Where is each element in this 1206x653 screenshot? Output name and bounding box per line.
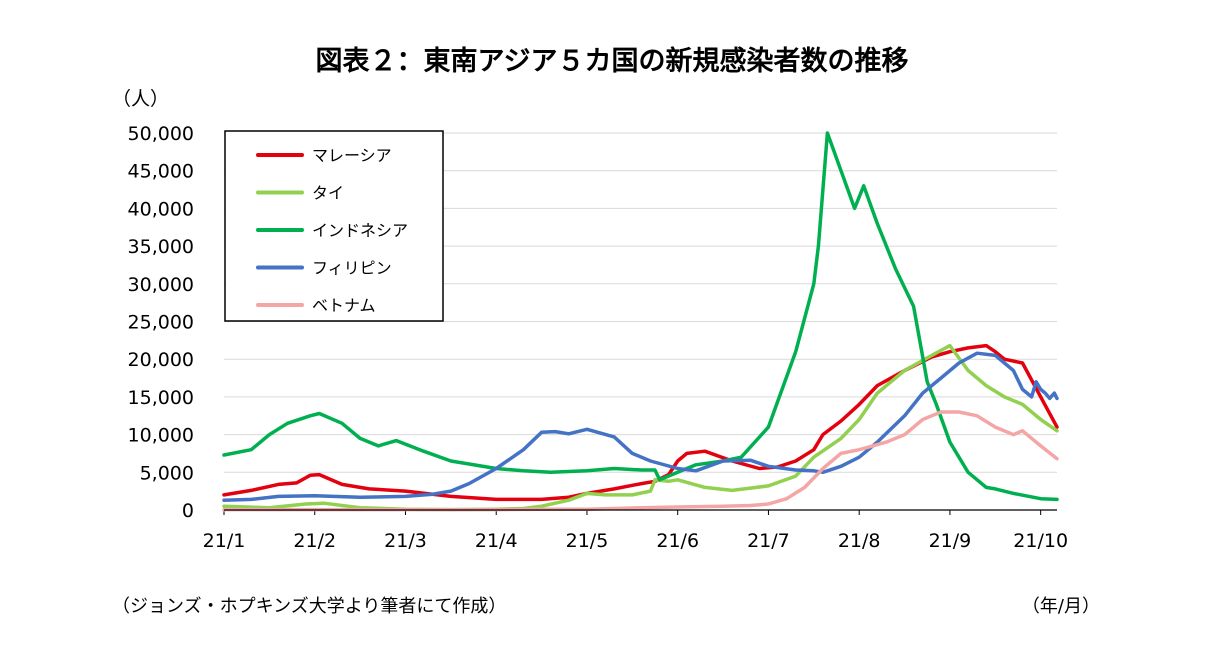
x-tick-label: 21/1 bbox=[203, 530, 246, 552]
y-axis-ticks: 0 5,000 10,000 15,000 20,000 25,000 30,000 35,0… bbox=[128, 123, 194, 522]
y-tick-label: 50,000 bbox=[128, 123, 194, 145]
x-tick-label: 21/7 bbox=[747, 530, 790, 552]
y-tick-label: 10,000 bbox=[128, 425, 194, 447]
x-tick-label: 21/9 bbox=[929, 530, 972, 552]
series-line-0 bbox=[222, 343, 1059, 502]
x-tick-label: 21/4 bbox=[475, 530, 518, 552]
y-axis-label: （人） bbox=[112, 88, 169, 110]
legend-label: マレーシア bbox=[312, 146, 392, 165]
y-tick-label: 35,000 bbox=[128, 236, 194, 258]
x-axis-ticks: 21/1 21/2 21/3 21/4 21/5 21/6 21/7 21/8 21/9 21/1… bbox=[203, 510, 1068, 552]
legend-label: ベトナム bbox=[312, 296, 376, 315]
legend-label: フィリピン bbox=[312, 259, 392, 278]
y-tick-label: 5,000 bbox=[140, 462, 194, 484]
legend-box bbox=[224, 130, 444, 322]
y-tick-label: 15,000 bbox=[128, 387, 194, 409]
legend-label: インドネシア bbox=[312, 221, 408, 240]
series-line-4 bbox=[222, 410, 1059, 512]
x-axis-unit: （年/月） bbox=[1022, 596, 1100, 617]
source-note: （ジョンズ・ホプキンズ大学より筆者にて作成） bbox=[112, 596, 506, 617]
x-tick-label: 21/2 bbox=[293, 530, 336, 552]
y-tick-label: 45,000 bbox=[128, 161, 194, 183]
y-tick-label: 20,000 bbox=[128, 349, 194, 371]
y-tick-label: 30,000 bbox=[128, 274, 194, 296]
y-tick-label: 25,000 bbox=[128, 312, 194, 334]
series-line-2 bbox=[222, 131, 1059, 502]
x-tick-label: 21/3 bbox=[384, 530, 427, 552]
y-tick-label: 0 bbox=[182, 500, 194, 522]
x-tick-label: 21/5 bbox=[566, 530, 609, 552]
x-tick-label: 21/6 bbox=[656, 530, 699, 552]
x-tick-label: 21/8 bbox=[838, 530, 881, 552]
chart-title: 図表２：東南アジア５カ国の新規感染者数の推移 bbox=[316, 45, 909, 77]
y-tick-label: 40,000 bbox=[128, 198, 194, 220]
legend-label: タイ bbox=[312, 184, 344, 203]
series-line-3 bbox=[222, 351, 1059, 502]
x-tick-label: 21/10 bbox=[1013, 530, 1068, 552]
